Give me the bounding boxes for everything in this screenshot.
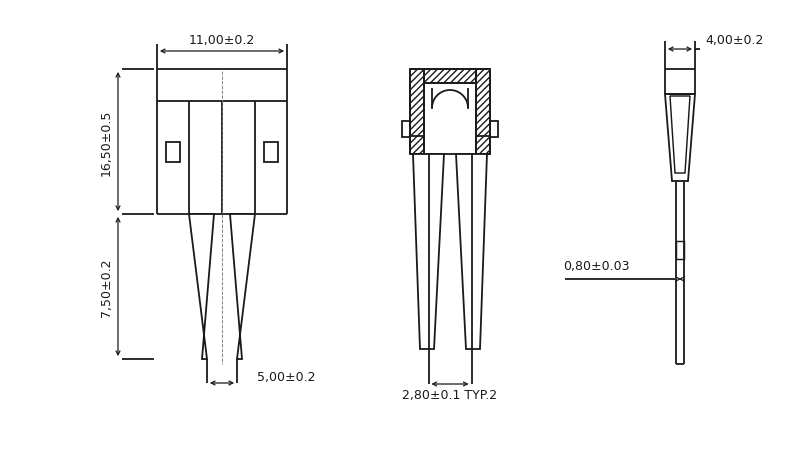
- Polygon shape: [456, 155, 487, 349]
- Bar: [676, 241, 684, 259]
- Polygon shape: [413, 155, 444, 349]
- Polygon shape: [230, 214, 255, 359]
- Bar: [402, 122, 410, 138]
- Bar: [166, 143, 180, 162]
- Text: 16,50±0.5: 16,50±0.5: [99, 109, 113, 175]
- Text: 11,00±0.2: 11,00±0.2: [189, 34, 255, 46]
- Bar: [264, 143, 278, 162]
- Text: 0,80±0.03: 0,80±0.03: [563, 259, 630, 272]
- Bar: [410, 70, 424, 155]
- Polygon shape: [670, 97, 690, 174]
- Text: 5,00±0.2: 5,00±0.2: [257, 370, 315, 383]
- Bar: [424, 70, 476, 84]
- Bar: [476, 70, 490, 155]
- Text: 4,00±0.2: 4,00±0.2: [706, 34, 764, 46]
- Text: 7,50±0.2: 7,50±0.2: [99, 257, 113, 316]
- Bar: [490, 122, 498, 138]
- Polygon shape: [665, 95, 695, 182]
- Polygon shape: [189, 214, 214, 359]
- Text: 2,80±0.1 TYP.2: 2,80±0.1 TYP.2: [402, 389, 498, 402]
